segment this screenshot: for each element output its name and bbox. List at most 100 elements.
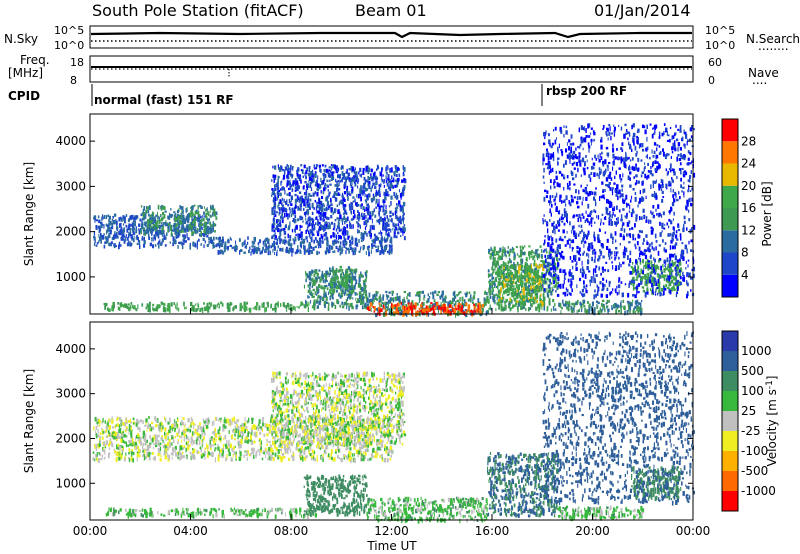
data-cell xyxy=(534,279,536,282)
data-cell xyxy=(283,239,286,242)
data-cell xyxy=(418,294,421,298)
data-cell xyxy=(350,189,354,194)
data-cell xyxy=(583,305,586,308)
data-cell xyxy=(175,217,178,222)
data-cell xyxy=(430,304,432,307)
data-cell xyxy=(381,175,383,181)
data-cell xyxy=(358,217,360,222)
data-cell xyxy=(521,285,523,288)
data-cell xyxy=(352,196,355,199)
nsearch-dots: ........ xyxy=(758,39,789,53)
data-cell xyxy=(161,228,163,233)
data-cell xyxy=(324,231,328,236)
data-cell xyxy=(162,224,164,227)
data-cell xyxy=(592,310,595,315)
data-cell xyxy=(387,165,389,171)
data-cell xyxy=(382,222,384,227)
data-cell xyxy=(424,308,426,313)
data-cell xyxy=(327,172,331,178)
data-cell xyxy=(123,227,125,232)
data-cell xyxy=(140,213,142,216)
data-cell xyxy=(584,189,587,194)
data-cell xyxy=(644,173,647,179)
data-cell xyxy=(199,308,202,311)
data-cell xyxy=(564,235,566,239)
data-cell xyxy=(151,227,154,232)
data-cell xyxy=(343,235,345,240)
data-cell xyxy=(379,191,381,195)
data-cell xyxy=(199,223,201,228)
data-cell xyxy=(521,263,523,267)
data-cell xyxy=(642,188,644,194)
data-cell xyxy=(394,195,396,198)
data-cell xyxy=(147,209,150,214)
data-cell xyxy=(666,274,669,277)
data-cell xyxy=(585,191,588,195)
data-cell xyxy=(447,309,450,314)
data-cell xyxy=(345,300,347,306)
data-cell xyxy=(363,213,366,218)
freq-tick-bottom: 8 xyxy=(70,74,77,87)
data-cell xyxy=(281,202,283,206)
data-cell xyxy=(342,228,345,232)
data-cell xyxy=(396,203,398,206)
data-cell xyxy=(399,307,402,312)
data-cell xyxy=(305,170,308,175)
data-cell xyxy=(401,206,404,211)
data-cell xyxy=(519,302,522,306)
data-cell xyxy=(202,237,205,242)
data-cell xyxy=(272,197,275,202)
data-cell xyxy=(341,283,344,287)
data-cell xyxy=(503,280,505,286)
data-cell xyxy=(303,185,305,189)
data-cell xyxy=(355,237,358,241)
data-cell xyxy=(682,227,685,233)
data-cell xyxy=(304,180,307,184)
data-cell xyxy=(343,302,346,306)
data-cell xyxy=(642,289,645,293)
data-cell xyxy=(196,229,199,234)
data-cell xyxy=(516,293,519,296)
data-cell xyxy=(126,305,129,309)
data-cell xyxy=(334,209,337,213)
data-cell xyxy=(607,310,609,315)
data-cell xyxy=(686,248,688,254)
data-cell xyxy=(523,275,526,279)
data-cell xyxy=(162,222,165,225)
data-cell xyxy=(310,291,313,297)
data-cell xyxy=(532,296,534,300)
data-cell xyxy=(367,210,370,216)
data-cell xyxy=(571,247,574,250)
data-cell xyxy=(485,298,488,303)
data-cell xyxy=(322,274,324,280)
data-cell xyxy=(312,270,315,273)
data-cell xyxy=(348,191,350,195)
data-cell xyxy=(447,301,450,305)
data-cell xyxy=(498,250,501,253)
data-cell xyxy=(212,221,214,226)
data-cell xyxy=(524,283,527,286)
data-cell xyxy=(498,305,501,310)
data-cell xyxy=(160,217,164,222)
data-cell xyxy=(308,276,312,281)
data-cell xyxy=(232,307,235,312)
data-cell xyxy=(104,305,106,310)
data-cell xyxy=(379,216,382,222)
data-cell xyxy=(365,273,367,277)
data-cell xyxy=(316,251,319,256)
data-cell xyxy=(651,193,654,197)
data-cell xyxy=(662,264,664,268)
data-cell xyxy=(383,184,385,188)
data-cell xyxy=(637,283,641,287)
data-cell xyxy=(123,303,126,306)
data-cell xyxy=(492,268,495,274)
data-cell xyxy=(504,289,508,294)
data-cell xyxy=(324,182,327,186)
data-cell xyxy=(296,305,298,308)
data-cell xyxy=(460,308,463,313)
data-cell xyxy=(185,306,187,310)
data-cell xyxy=(133,238,135,243)
data-cell xyxy=(383,221,385,226)
data-cell xyxy=(359,277,361,283)
data-cell xyxy=(345,246,347,249)
